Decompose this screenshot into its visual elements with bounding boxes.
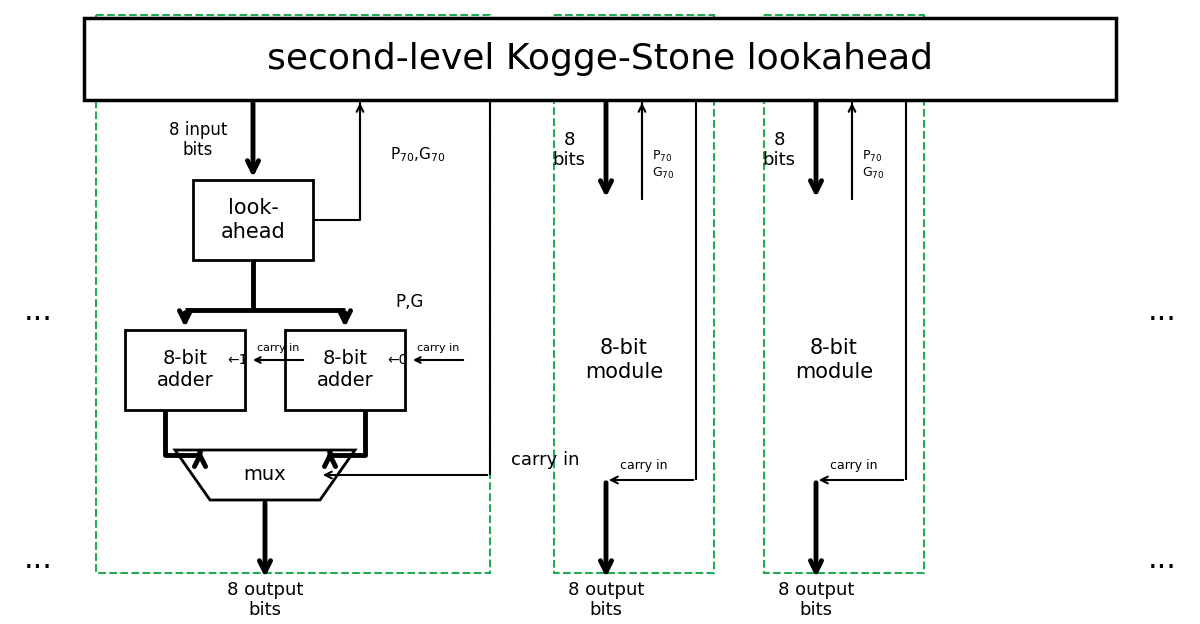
Bar <box>554 15 714 573</box>
Text: carry in: carry in <box>830 459 877 472</box>
Text: 8 output
bits: 8 output bits <box>568 580 644 620</box>
Text: P,G: P,G <box>395 293 424 311</box>
Bar <box>96 15 490 573</box>
Polygon shape <box>175 450 355 500</box>
Text: 8
bits: 8 bits <box>552 130 586 169</box>
Text: P$_{70}$
G$_{70}$: P$_{70}$ G$_{70}$ <box>652 149 674 181</box>
Text: 8-bit
module: 8-bit module <box>584 338 664 382</box>
Text: 8-bit
adder: 8-bit adder <box>317 349 373 391</box>
Text: mux: mux <box>244 466 287 484</box>
Text: look-
ahead: look- ahead <box>221 198 286 241</box>
Text: carry in: carry in <box>620 459 667 472</box>
Bar <box>286 330 406 410</box>
Bar <box>193 180 313 260</box>
Bar <box>84 18 1116 100</box>
Text: 8-bit
module: 8-bit module <box>794 338 874 382</box>
Bar <box>764 15 924 573</box>
Text: P$_{70}$
G$_{70}$: P$_{70}$ G$_{70}$ <box>862 149 884 181</box>
Text: 8 output
bits: 8 output bits <box>778 580 854 620</box>
Text: ...: ... <box>1147 298 1176 326</box>
Text: P$_{70}$,G$_{70}$: P$_{70}$,G$_{70}$ <box>390 145 445 164</box>
Text: 8 output
bits: 8 output bits <box>227 580 304 620</box>
Text: ...: ... <box>24 298 53 326</box>
Text: ...: ... <box>1147 545 1176 575</box>
Text: 8
bits: 8 bits <box>762 130 796 169</box>
Text: carry in: carry in <box>511 451 580 469</box>
Text: carry in: carry in <box>257 343 299 353</box>
Text: ...: ... <box>24 545 53 575</box>
Bar <box>125 330 245 410</box>
Text: ←0: ←0 <box>388 353 408 367</box>
Text: ←1: ←1 <box>228 353 248 367</box>
Text: second-level Kogge-Stone lookahead: second-level Kogge-Stone lookahead <box>266 42 934 76</box>
Text: carry in: carry in <box>416 343 460 353</box>
Text: 8 input
bits: 8 input bits <box>169 120 227 159</box>
Text: 8-bit
adder: 8-bit adder <box>157 349 214 391</box>
